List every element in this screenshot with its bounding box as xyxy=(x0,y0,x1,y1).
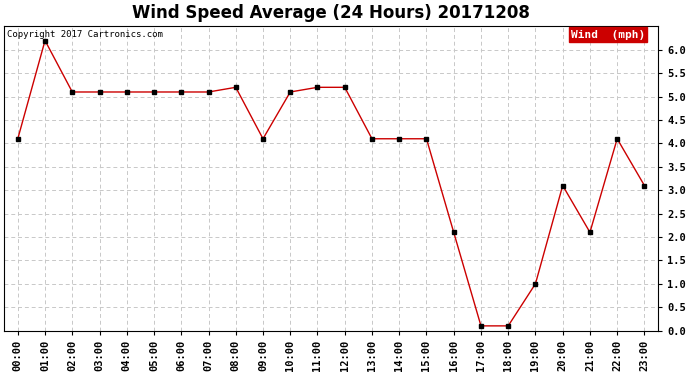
Title: Wind Speed Average (24 Hours) 20171208: Wind Speed Average (24 Hours) 20171208 xyxy=(132,4,530,22)
Text: Copyright 2017 Cartronics.com: Copyright 2017 Cartronics.com xyxy=(8,30,164,39)
Text: Wind  (mph): Wind (mph) xyxy=(571,30,645,40)
